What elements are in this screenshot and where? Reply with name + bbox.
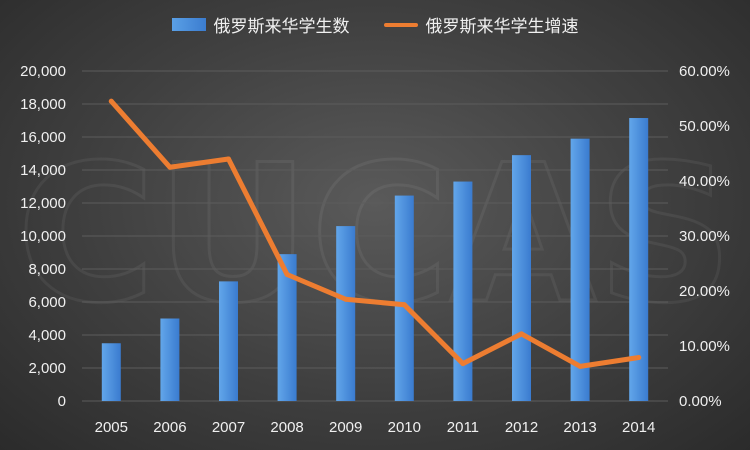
legend-line-swatch — [383, 22, 418, 27]
y-left-tick-label: 18,000 — [20, 96, 66, 113]
axis-layer: 0 2,000 4,000 6,000 8,000 10,000 12,000 14,000 1… — [20, 63, 730, 436]
x-tick-label: 2010 — [388, 419, 421, 436]
y-left-tick-label: 10,000 — [20, 228, 66, 245]
x-tick-label: 2011 — [447, 419, 479, 436]
bar — [629, 118, 649, 402]
legend-bar-swatch — [171, 18, 206, 31]
line-point — [577, 363, 583, 369]
x-tick-label: 2007 — [212, 419, 245, 436]
y-right-tick-label: 40.00% — [679, 173, 730, 190]
legend-bar-label: 俄罗斯来华学生数 — [213, 17, 350, 36]
bar — [512, 155, 531, 401]
bar — [219, 281, 238, 401]
legend-item-bar: 俄罗斯来华学生数 — [171, 12, 350, 37]
line-point — [226, 156, 231, 162]
line-point — [401, 302, 407, 308]
x-tick-label: 2008 — [270, 419, 303, 436]
line-point — [284, 272, 290, 277]
bar — [336, 226, 356, 401]
legend-item-line: 俄罗斯来华学生增速 — [383, 12, 579, 37]
y-left-tick-label: 2,000 — [28, 360, 66, 377]
bar-layer — [101, 118, 649, 402]
line-point — [167, 164, 173, 170]
y-left-tick-label: 0 — [58, 393, 66, 410]
x-tick-label: 2009 — [329, 419, 362, 436]
legend-line-label: 俄罗斯来华学生增速 — [425, 17, 579, 36]
line-point — [460, 361, 466, 367]
growth-rate-line — [108, 98, 642, 369]
bar — [277, 254, 297, 401]
y-left-tick-label: 8,000 — [28, 261, 66, 278]
x-tick-label: 2012 — [505, 419, 538, 436]
y-left-tick-label: 4,000 — [28, 327, 66, 344]
y-left-tick-label: 16,000 — [20, 129, 66, 146]
y-right-tick-label: 10.00% — [679, 338, 730, 355]
y-left-tick-label: 20,000 — [20, 63, 66, 80]
y-right-tick-label: 20.00% — [679, 283, 730, 300]
x-tick-label: 2006 — [153, 419, 186, 436]
y-right-tick-label: 60.00% — [679, 63, 730, 80]
x-tick-label: 2014 — [622, 419, 655, 436]
line-layer — [108, 98, 642, 369]
bar — [160, 318, 180, 401]
y-left-tick-label: 14,000 — [20, 162, 66, 179]
line-point — [519, 331, 524, 337]
watermark-text: CUCAS — [16, 124, 733, 345]
y-right-tick-label: 50.00% — [679, 118, 730, 135]
x-tick-label: 2013 — [563, 419, 596, 436]
bar — [101, 343, 121, 401]
line-point — [108, 98, 114, 104]
bar — [453, 181, 473, 401]
bar — [394, 195, 414, 401]
line-point — [343, 296, 349, 302]
y-left-tick-label: 12,000 — [20, 195, 66, 212]
y-left-tick-label: 6,000 — [28, 294, 66, 311]
chart-legend: 俄罗斯来华学生数 俄罗斯来华学生增速 — [0, 12, 750, 37]
y-right-tick-label: 30.00% — [679, 228, 730, 245]
y-right-tick-label: 0.00% — [679, 393, 722, 410]
x-tick-label: 2005 — [95, 419, 128, 436]
grid-layer — [82, 70, 668, 402]
line-point — [636, 355, 642, 361]
bar — [570, 138, 590, 401]
